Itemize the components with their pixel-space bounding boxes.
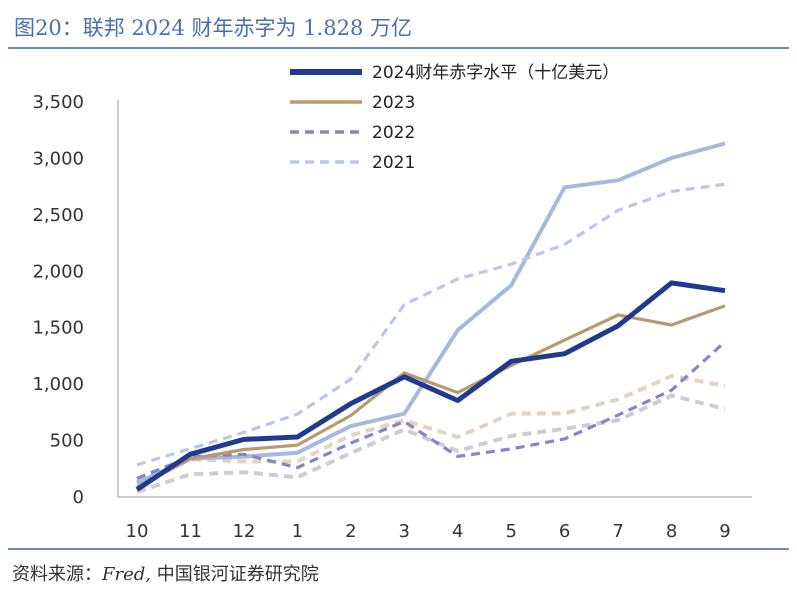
legend-label: 2021: [372, 153, 415, 173]
x-tick-label: 9: [719, 521, 730, 542]
source-suffix: 中国银河证券研究院: [151, 564, 319, 585]
x-tick-label: 11: [179, 521, 202, 542]
y-tick-label: 2,000: [32, 261, 84, 282]
top-divider: [8, 47, 789, 49]
header: 图20：联邦 2024 财年赤字为 1.828 万亿: [8, 8, 789, 48]
series-line-4: [136, 141, 726, 485]
series-line-0: [135, 280, 726, 492]
source-prefix: 资料来源：: [12, 564, 102, 585]
source-note: 资料来源：Fred, 中国银河证券研究院: [12, 560, 319, 586]
x-tick-label: 5: [505, 521, 516, 542]
y-tick-label: 500: [50, 431, 84, 452]
y-tick-label: 1,500: [32, 318, 84, 339]
y-tick-label: 3,500: [32, 92, 84, 113]
page-title: 图20：联邦 2024 财年赤字为 1.828 万亿: [14, 16, 412, 40]
x-tick-label: 2: [345, 521, 356, 542]
y-tick-label: 3,000: [32, 148, 84, 169]
chart-legend: 2024财年赤字水平（十亿美元） 2023 2022 2021: [290, 63, 619, 173]
y-tick-label: 1,000: [32, 374, 84, 395]
bottom-divider: [8, 548, 789, 550]
x-tick-label: 7: [612, 521, 623, 542]
x-tick-label: 12: [232, 521, 255, 542]
legend-label: 2024财年赤字水平（十亿美元）: [372, 63, 619, 83]
x-tick-label: 1: [292, 521, 303, 542]
x-tick-label: 3: [399, 521, 410, 542]
series-layer: [135, 141, 727, 494]
x-tick-label: 4: [452, 521, 463, 542]
series-line-6: [136, 393, 726, 494]
y-tick-label: 2,500: [32, 205, 84, 226]
series-line-5: [136, 374, 726, 484]
legend-label: 2022: [372, 123, 415, 143]
x-tick-label: 8: [666, 521, 677, 542]
source-italic: Fred,: [102, 564, 151, 585]
y-tick-label: 0: [73, 487, 84, 508]
legend-label: 2023: [372, 93, 415, 113]
x-tick-label: 10: [126, 521, 149, 542]
series-line-3: [136, 182, 726, 467]
x-tick-label: 6: [559, 521, 570, 542]
